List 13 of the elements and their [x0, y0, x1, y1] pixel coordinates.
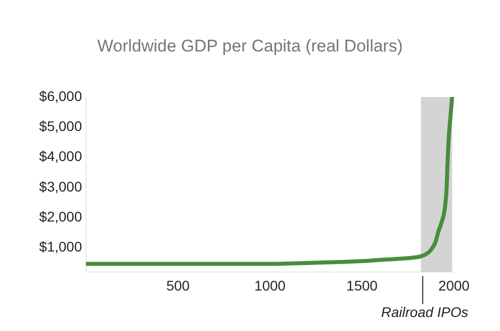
- y-tick-label: $4,000: [39, 148, 82, 164]
- y-tick-label: $6,000: [39, 88, 82, 104]
- x-tick-label: 1000: [254, 277, 286, 294]
- y-tick-label: $3,000: [39, 178, 82, 194]
- line-series: [86, 97, 454, 266]
- y-tick-label: $2,000: [39, 208, 82, 225]
- chart-title: Worldwide GDP per Capita (real Dollars): [97, 36, 403, 56]
- x-tick-label: 500: [166, 277, 190, 294]
- annotation: Railroad IPOs: [381, 304, 468, 320]
- x-tick-label: 1500: [346, 277, 378, 294]
- x-tick-label: 2000: [438, 277, 470, 294]
- y-tick-label: $5,000: [39, 118, 82, 134]
- y-tick-label: $1,000: [39, 238, 82, 255]
